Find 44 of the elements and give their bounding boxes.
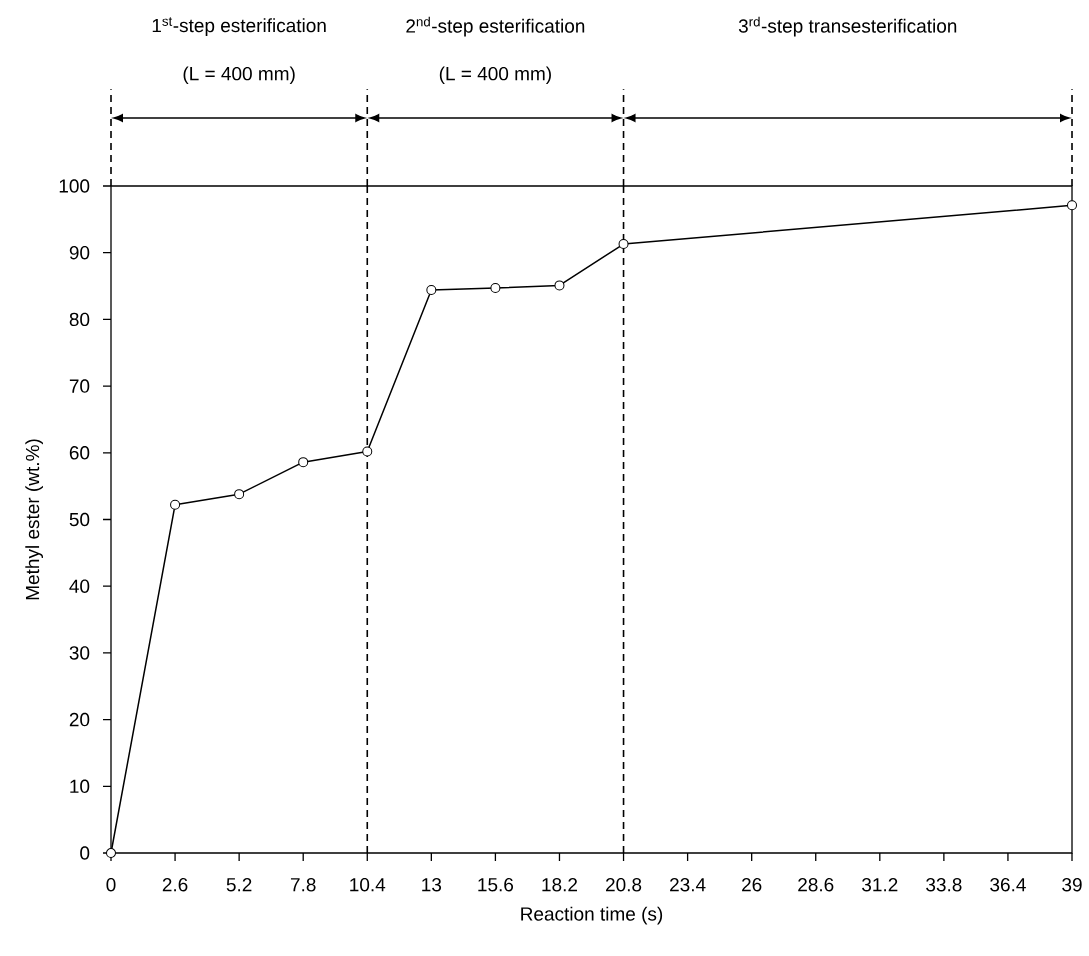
point <box>554 280 565 291</box>
x-tick-label: 18.2 <box>542 877 578 892</box>
point <box>362 446 373 457</box>
point <box>234 489 245 500</box>
y-tick-label: 80 <box>69 312 90 327</box>
x-tick-label: 13 <box>422 877 442 892</box>
text: (L = 400 mm) <box>439 66 551 85</box>
point <box>170 499 181 510</box>
x-tick-label: 0 <box>106 877 116 892</box>
point <box>490 283 501 294</box>
x-tick-label: 20.8 <box>606 877 642 892</box>
point <box>298 457 309 468</box>
y-tick-label: 40 <box>69 579 90 593</box>
y-tick-label: 60 <box>69 446 90 460</box>
x-tick-label: 39 <box>1062 877 1082 892</box>
x-tick-label: 10.4 <box>350 877 386 892</box>
x-tick-label: 2.6 <box>162 877 188 892</box>
y-tick-label: 70 <box>69 379 90 393</box>
x-tick-label: 5.2 <box>226 877 252 892</box>
y-axis-title: Methyl ester (wt.%) <box>25 439 43 600</box>
x-tick-label: 33.8 <box>926 877 962 892</box>
y-tick-label: 20 <box>69 712 90 727</box>
point <box>618 239 629 250</box>
x-axis-title: Reaction time (s) <box>521 906 663 925</box>
x-tick-label: 23.4 <box>670 877 706 892</box>
point <box>426 285 437 296</box>
y-tick-label: 50 <box>69 512 90 527</box>
y-tick-label: 90 <box>69 245 90 260</box>
text: 1$^{st}$-step esterification <box>152 17 326 36</box>
text: 2$^{nd}$-step esterification <box>406 16 585 37</box>
y-tick-label: 0 <box>80 846 90 860</box>
x-tick-label: 36.4 <box>990 877 1026 892</box>
x-tick-label: 7.8 <box>290 877 316 892</box>
x-tick-label: 31.2 <box>862 877 898 892</box>
text: (L = 400 mm) <box>183 66 295 85</box>
text: 3$^{rd}$-step transesterification <box>738 16 957 37</box>
point <box>1067 200 1078 211</box>
point <box>106 848 116 858</box>
y-tick-label: 30 <box>69 646 90 660</box>
y-tick-label: 10 <box>70 779 90 794</box>
x-tick-label: 26 <box>742 877 762 892</box>
x-tick-label: 28.6 <box>798 877 834 892</box>
x-tick-label: 15.6 <box>478 877 514 892</box>
y-tick-label: 100 <box>59 179 90 193</box>
